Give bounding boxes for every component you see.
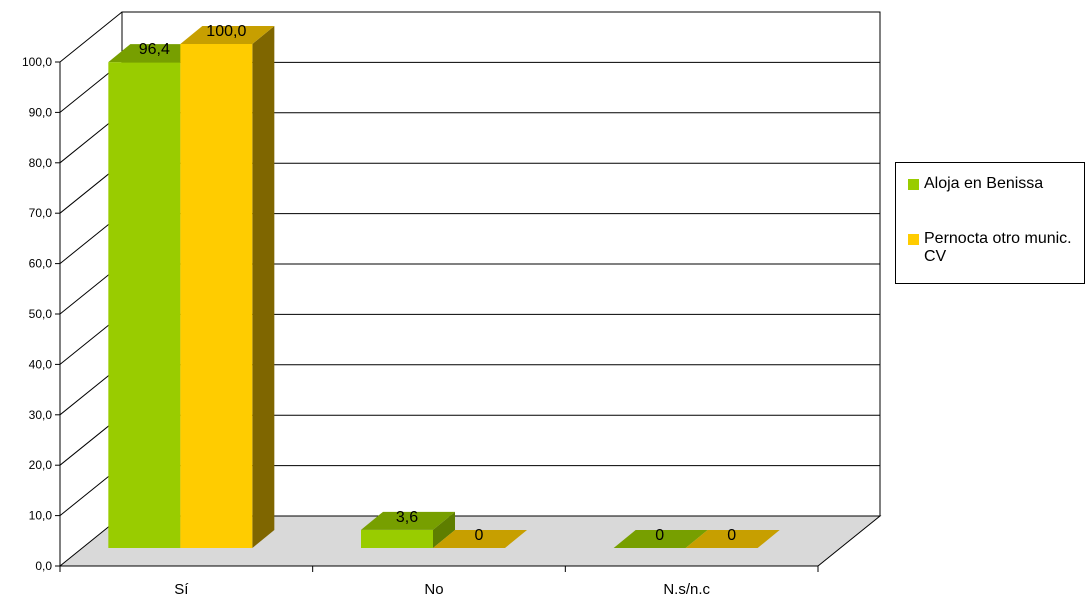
chart-bars: [108, 26, 780, 548]
y-tick-label: 90,0: [29, 105, 53, 119]
legend-item-aloja: Aloja en Benissa: [908, 175, 1084, 193]
data-label: 96,4: [139, 41, 170, 58]
legend-label-pernocta: Pernocta otro munic. CV: [924, 230, 1072, 265]
gridline-diagonal: [59, 11, 123, 63]
bar-top: [685, 530, 780, 548]
x-category-label: N.s/n.c: [663, 581, 710, 598]
legend-swatch-aloja: [908, 179, 919, 190]
y-tick-label: 10,0: [29, 509, 53, 523]
y-tick-label: 70,0: [29, 206, 53, 220]
legend-swatch-pernocta: [908, 234, 919, 245]
bar: [180, 44, 253, 548]
bar: [108, 62, 181, 548]
data-label: 0: [475, 527, 484, 544]
bar-top: [361, 511, 455, 530]
bar-top: [180, 26, 275, 44]
chart-labels: 0,0 10,0 20,0 30,0 40,0 50,0 60,0 70,0 80,0 90,0 1…: [22, 23, 736, 598]
legend-item-pernocta: Pernocta otro munic. CV: [908, 230, 1084, 266]
y-tick-label: 20,0: [29, 458, 53, 472]
y-tick-label: 50,0: [29, 307, 53, 321]
x-category-label: No: [424, 581, 443, 598]
y-tick-label: 80,0: [29, 156, 53, 170]
bar-top: [108, 44, 203, 63]
data-label: 0: [655, 527, 664, 544]
data-label: 100,0: [206, 23, 246, 40]
y-tick-label: 0,0: [35, 559, 52, 573]
y-tick-label: 30,0: [29, 408, 53, 422]
y-tick-label: 40,0: [29, 357, 53, 371]
data-label: 0: [727, 527, 736, 544]
data-label: 3,6: [396, 509, 418, 526]
legend: Aloja en Benissa Pernocta otro munic. CV: [895, 162, 1085, 284]
y-tick-label: 100,0: [22, 55, 52, 69]
y-tick-label: 60,0: [29, 257, 53, 271]
bar: [361, 529, 433, 548]
x-category-label: Sí: [174, 581, 189, 598]
bar-top: [613, 530, 708, 548]
legend-label-aloja: Aloja en Benissa: [924, 175, 1044, 192]
bar-top: [433, 530, 527, 548]
bar-side: [252, 26, 275, 548]
bar-side: [433, 511, 455, 548]
